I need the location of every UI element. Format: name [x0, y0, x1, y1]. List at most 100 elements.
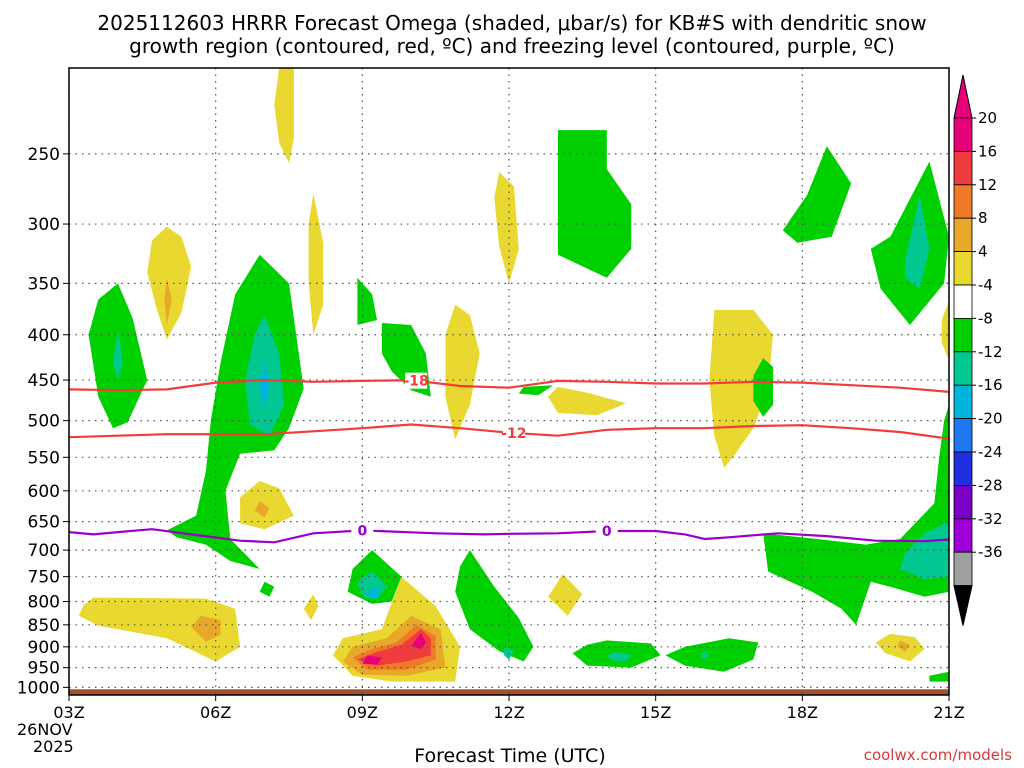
colorbar-bin — [953, 551, 973, 587]
contour-label: -18 — [403, 374, 428, 390]
shaded-region-downward-4-8 — [665, 638, 759, 672]
y-tick-label: 550 — [28, 448, 60, 468]
x-tick-label: 06Z — [200, 703, 231, 722]
colorbar-bin — [953, 117, 973, 152]
y-tick-label: 300 — [28, 215, 60, 235]
y-tick-label: 600 — [28, 482, 60, 502]
colorbar-label: -20 — [978, 410, 1003, 428]
x-tick-label: 09Z — [347, 703, 378, 722]
chart-title-line-1: 2025112603 HRRR Forecast Omega (shaded, … — [97, 11, 926, 35]
shaded-region-upward-16-20 — [357, 629, 431, 666]
x-tick-label: 15Z — [640, 703, 671, 722]
colorbar-label: -28 — [978, 476, 1003, 494]
colorbar-label: 8 — [978, 209, 988, 227]
x-tick-label: 12Z — [493, 703, 524, 722]
colorbar-bin — [953, 317, 973, 353]
y-tick-label: 350 — [28, 274, 60, 294]
shaded-region-downward-8-12 — [905, 194, 930, 289]
shaded-region-upward-4-8 — [274, 68, 294, 163]
shaded-region-downward-8-12 — [699, 651, 710, 660]
colorbar-min-arrow — [953, 585, 973, 626]
shaded-region-upward-over-20 — [362, 655, 382, 665]
colorbar-bin — [953, 351, 973, 386]
colorbar: 20 16 12 8 4 -4 -8 -12 -16 -20 -24 -28 -32 -36 — [953, 74, 1003, 626]
colorbar-label: -16 — [978, 376, 1003, 394]
colorbar-bin — [953, 384, 973, 420]
shaded-region-downward-12-16 — [259, 362, 270, 409]
chart-title-line-2: growth region (contoured, red, ºC) and f… — [129, 34, 895, 58]
colorbar-label: -8 — [978, 309, 993, 327]
shaded-region-upward-8-12 — [164, 277, 172, 325]
y-tick-label: 950 — [28, 659, 60, 679]
y-tick-label: 1000 — [17, 678, 60, 698]
pressure-axis: 2503003504004505005506006507007508008509… — [17, 145, 69, 698]
y-tick-label: 400 — [28, 326, 60, 346]
colorbar-max-arrow — [953, 74, 973, 119]
x-tick-label: 18Z — [787, 703, 818, 722]
shaded-region-downward-4-8 — [259, 581, 275, 597]
contour-dgz-top — [68, 378, 950, 393]
colorbar-label: -24 — [978, 443, 1003, 461]
shaded-region-upward-4-8 — [445, 304, 480, 440]
contour-label-bg — [405, 372, 428, 389]
colorbar-bin — [953, 484, 973, 520]
y-tick-label: 500 — [28, 412, 60, 432]
shaded-region-downward-4-8 — [455, 550, 534, 662]
shaded-region-upward-over-20 — [411, 632, 426, 649]
x-date-year: 2025 — [33, 737, 74, 756]
time-axis: 03Z 06Z 09Z 12Z 15Z 18Z 21Z — [53, 695, 965, 722]
shaded-region-downward-4-8 — [782, 146, 852, 243]
shaded-region-upward-4-8 — [548, 386, 627, 416]
shaded-region-upward-4-8 — [303, 594, 319, 621]
colorbar-bin — [953, 418, 973, 453]
y-tick-label: 250 — [28, 145, 60, 165]
colorbar-bin — [953, 451, 973, 486]
shaded-region-downward-4-8 — [557, 130, 632, 278]
contour-label: 0 — [357, 523, 367, 539]
shaded-region-downward-8-12 — [113, 329, 123, 381]
shaded-region-upward-8-12 — [897, 640, 910, 652]
y-tick-label: 900 — [28, 638, 60, 658]
colorbar-bin — [953, 284, 973, 319]
x-date-day: 26NOV — [17, 720, 73, 739]
contour-freezing-level — [68, 528, 950, 544]
shaded-region-upward-4-8 — [494, 171, 519, 284]
y-tick-label: 850 — [28, 616, 60, 636]
shaded-region-downward-12-16 — [367, 586, 380, 600]
colorbar-bin — [953, 518, 973, 553]
y-tick-label: 650 — [28, 513, 60, 533]
colorbar-label: 12 — [978, 176, 997, 194]
shaded-region-upward-4-8 — [147, 226, 192, 340]
x-axis-label: Forecast Time (UTC) — [414, 745, 605, 767]
contour-layer: -18 -12 0 0 — [68, 372, 950, 544]
colorbar-label: -36 — [978, 543, 1003, 561]
colorbar-bin — [953, 150, 973, 186]
contour-label: 0 — [602, 524, 612, 540]
contour-label-bg — [502, 425, 525, 442]
contour-label-bg — [351, 522, 374, 539]
colorbar-label: -4 — [978, 276, 993, 294]
shaded-region-upward-4-8 — [941, 300, 949, 361]
colorbar-label: 20 — [978, 109, 997, 127]
shaded-region-downward-8-12 — [900, 521, 949, 580]
contour-label: -12 — [501, 426, 526, 442]
shaded-region-downward-4-8 — [518, 385, 553, 396]
shaded-region-upward-8-12 — [191, 615, 221, 642]
x-tick-label: 03Z — [53, 703, 84, 722]
shaded-region-upward-4-8 — [308, 193, 324, 335]
contour-label-bg — [595, 522, 618, 539]
colorbar-bin — [953, 184, 973, 219]
shaded-region-upward-4-8 — [240, 481, 294, 530]
x-tick-label: 21Z — [933, 703, 964, 722]
colorbar-bin — [953, 217, 973, 252]
colorbar-label: -12 — [978, 343, 1003, 361]
omega-shading — [78, 68, 949, 682]
shaded-region-upward-4-8 — [548, 574, 583, 616]
y-tick-label: 450 — [28, 371, 60, 391]
colorbar-label: -32 — [978, 510, 1003, 528]
colorbar-label: 16 — [978, 142, 997, 160]
shaded-region-downward-4-8 — [929, 671, 949, 682]
shaded-region-downward-8-12 — [357, 571, 387, 600]
credit-text: coolwx.com/models — [864, 746, 1012, 764]
